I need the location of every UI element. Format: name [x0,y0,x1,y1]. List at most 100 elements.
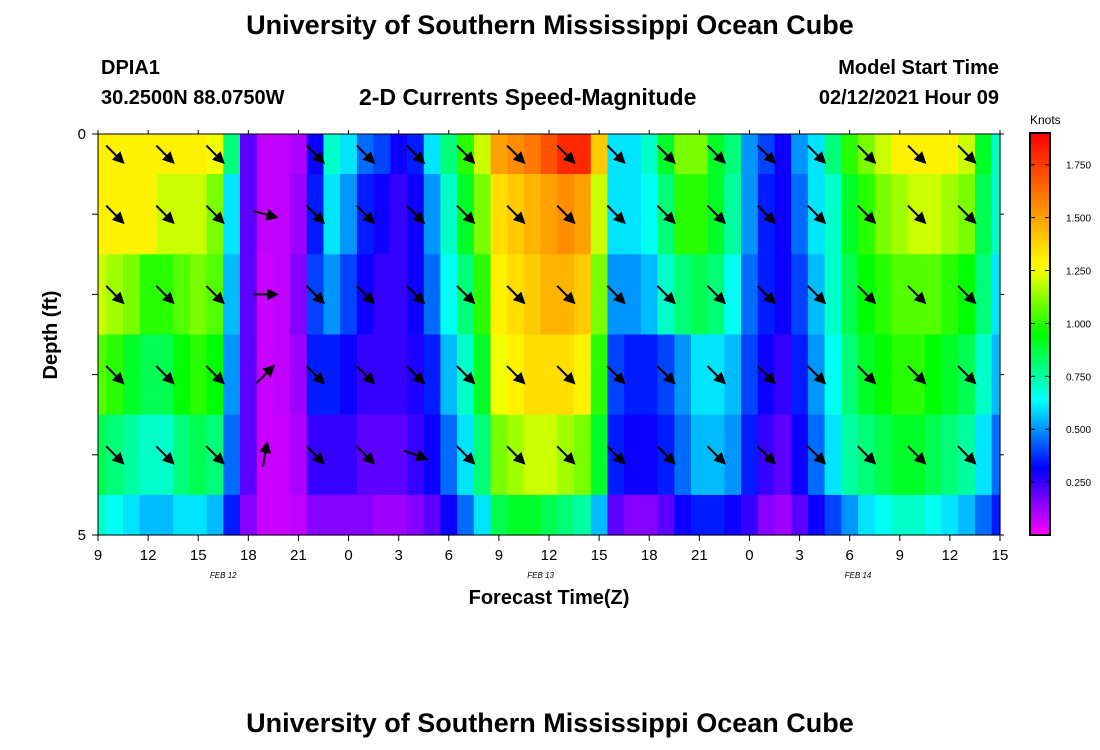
heatmap-cell [173,174,191,255]
heatmap-cell [841,414,859,496]
heatmap-cell [273,134,291,175]
heatmap-cell [640,494,659,536]
current-vector-arrow [556,205,576,225]
chart-title: 2-D Currents Speed-Magnitude [359,84,697,110]
heatmap-cell [423,254,442,336]
current-vector-arrow [857,445,877,465]
heatmap-cell [690,334,709,416]
heatmap-cells [98,134,1001,536]
heatmap-cell [791,254,809,336]
x-tick-label: 6 [445,547,453,564]
current-vector-arrow [556,285,576,305]
heatmap-cell [824,174,842,255]
heatmap-cell [874,414,893,496]
heatmap-cell [991,134,1001,175]
heatmap-cell [674,334,692,416]
heatmap-cell [123,134,141,175]
current-vector-arrow [807,205,827,225]
current-vector-arrow [656,365,676,385]
heatmap-cell [440,494,458,536]
heatmap-cell [941,414,959,496]
heatmap-cell [690,494,709,536]
heatmap-cell [239,174,258,255]
current-vector-arrow [606,205,626,225]
colorbar-fill [1029,132,1051,536]
heatmap-cell [724,414,742,496]
heatmap-cell [557,494,575,536]
heatmap-cell [991,254,1001,336]
heatmap-cell [741,494,759,536]
heatmap-cell [574,334,592,416]
current-vector-arrow [456,365,476,385]
heatmap-cell [974,494,993,536]
heatmap-cell [490,334,508,416]
heatmap-cell [423,494,442,536]
current-vector-arrow [253,208,279,221]
x-tick-label: 0 [344,547,352,564]
heatmap-cell [390,174,408,255]
heatmap-cell [156,494,174,536]
heatmap-cell [540,414,558,496]
heatmap-cell [807,494,826,536]
heatmap-cell [874,494,893,536]
current-vector-arrow [957,285,977,305]
x-tick-label: 21 [290,547,307,564]
current-vector-arrow [205,445,225,465]
heatmap-cell [273,174,291,255]
heatmap-cell [340,494,358,536]
current-vector-arrow [556,445,576,465]
current-vector-arrow [506,144,526,164]
heatmap-cell [440,334,458,416]
heatmap-cell [891,254,909,336]
heatmap-cell [223,254,241,336]
heatmap-cell [323,174,341,255]
current-vector-arrow [556,144,576,164]
heatmap-cell [189,174,208,255]
heatmap-cell [874,134,893,175]
heatmap-cell [891,414,909,496]
current-vector-arrow [456,205,476,225]
heatmap-cell [239,134,258,175]
heatmap-cell [139,134,158,175]
heatmap-cell [540,134,558,175]
heatmap-cell [824,414,842,496]
current-vector-arrow [606,445,626,465]
heatmap-cell [774,174,792,255]
current-vectors [105,144,977,467]
heatmap-cell [523,414,542,496]
current-vector-arrow [356,205,376,225]
heatmap-cell [624,174,642,255]
heatmap-cell [540,494,558,536]
heatmap-cell [624,334,642,416]
heatmap-cell [657,494,675,536]
heatmap-cell [340,174,358,255]
heatmap-cell [473,494,492,536]
x-tick-label: 9 [495,547,503,564]
current-vector-arrow [756,445,777,465]
heatmap-cell [941,174,959,255]
heatmap-cell [574,254,592,336]
heatmap-cell [674,414,692,496]
heatmap-cell [290,174,308,255]
current-vector-arrow [957,365,977,385]
heatmap-cell [239,334,258,416]
heatmap-cell [841,134,859,175]
heatmap-cell [173,334,191,416]
heatmap-cell [924,494,943,536]
heatmap-cell [574,174,592,255]
heatmap-cell [373,334,391,416]
heatmap-cell [540,334,558,416]
heatmap-cell [607,494,625,536]
heatmap-cell [540,254,558,336]
heatmap-cell [256,494,274,536]
heatmap-cell [574,134,592,175]
heatmap-cell [674,174,692,255]
heatmap-cell [189,134,208,175]
station-coordinates: 30.2500N 88.0750W [101,87,285,109]
heatmap-cell [741,254,759,336]
heatmap-cell [523,174,542,255]
heatmap-cell [841,494,859,536]
heatmap-cell [390,134,408,175]
current-vector-arrow [155,445,175,465]
heatmap-cell [273,414,291,496]
